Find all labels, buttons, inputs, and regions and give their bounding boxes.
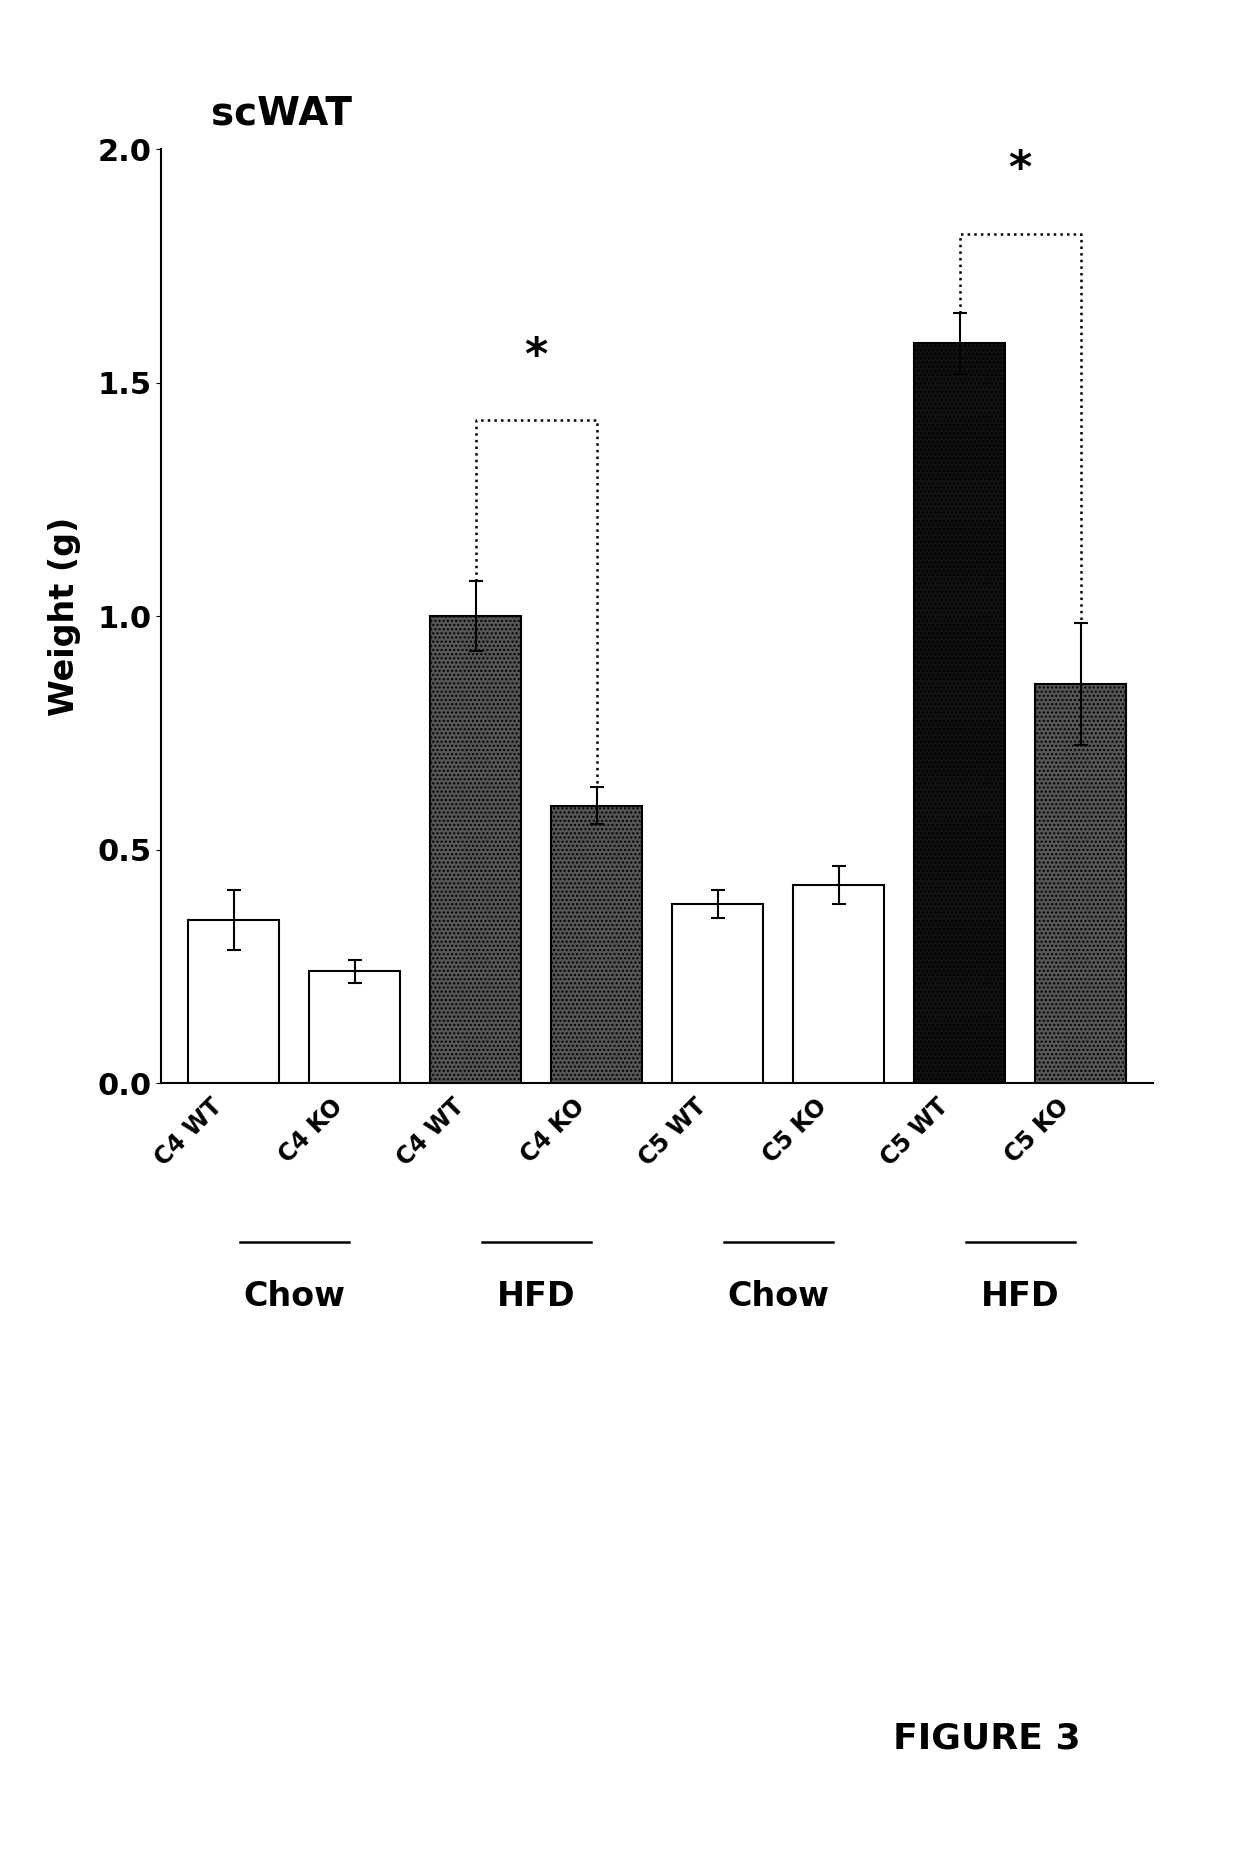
Text: *: * (525, 334, 548, 377)
Text: Chow: Chow (243, 1280, 345, 1313)
Bar (310, 971, 401, 1083)
Text: C5 KO: C5 KO (759, 1095, 832, 1168)
Text: C5 KO: C5 KO (1001, 1095, 1074, 1168)
Bar (794, 885, 884, 1083)
Text: scWAT: scWAT (211, 95, 352, 133)
Text: C5 WT: C5 WT (877, 1095, 952, 1171)
Text: C4 KO: C4 KO (517, 1095, 590, 1168)
Bar (552, 805, 642, 1083)
Text: C4 WT: C4 WT (150, 1095, 227, 1171)
Text: HFD: HFD (497, 1280, 575, 1313)
Text: HFD: HFD (981, 1280, 1059, 1313)
Text: C4 WT: C4 WT (392, 1095, 469, 1171)
Text: FIGURE 3: FIGURE 3 (893, 1722, 1080, 1756)
Y-axis label: Weight (g): Weight (g) (47, 517, 81, 715)
Bar (188, 919, 279, 1083)
Bar (1035, 684, 1126, 1083)
Text: C4 KO: C4 KO (275, 1095, 347, 1168)
Bar (672, 904, 763, 1083)
Bar (430, 616, 521, 1083)
Bar (914, 344, 1004, 1083)
Text: Chow: Chow (727, 1280, 830, 1313)
Text: *: * (1008, 148, 1032, 192)
Text: C5 WT: C5 WT (635, 1095, 711, 1171)
